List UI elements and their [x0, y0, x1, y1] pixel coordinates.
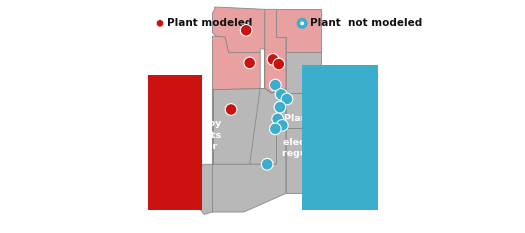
Circle shape [298, 20, 306, 27]
Polygon shape [213, 89, 286, 164]
Polygon shape [195, 90, 214, 214]
Circle shape [281, 93, 293, 105]
Text: Plant  not modeled: Plant not modeled [310, 18, 422, 28]
Circle shape [269, 123, 281, 135]
Polygon shape [213, 36, 265, 90]
Circle shape [225, 104, 237, 115]
Polygon shape [286, 128, 321, 193]
Circle shape [273, 58, 285, 70]
Polygon shape [213, 128, 286, 212]
FancyBboxPatch shape [302, 65, 378, 210]
Circle shape [244, 57, 256, 69]
Text: Plant not modeled in
RPM, but has
electrical, policy, and
regulatory ties to NW
: Plant not modeled in RPM, but has electr… [282, 114, 398, 170]
Circle shape [267, 54, 279, 65]
Circle shape [240, 24, 252, 36]
Polygon shape [277, 9, 321, 52]
Circle shape [275, 89, 287, 100]
Polygon shape [213, 7, 265, 52]
Polygon shape [250, 89, 286, 164]
Polygon shape [286, 52, 321, 93]
Circle shape [156, 20, 164, 27]
Circle shape [277, 120, 288, 131]
Text: Plant modeled by
RPM and impacts
Council's Power
Plans: Plant modeled by RPM and impacts Council… [129, 119, 222, 163]
Circle shape [269, 79, 281, 91]
Circle shape [272, 113, 284, 125]
Polygon shape [265, 9, 286, 93]
Text: Plant modeled: Plant modeled [167, 18, 253, 28]
FancyBboxPatch shape [149, 75, 202, 210]
Circle shape [261, 158, 273, 170]
Polygon shape [286, 93, 321, 128]
Circle shape [274, 101, 286, 113]
